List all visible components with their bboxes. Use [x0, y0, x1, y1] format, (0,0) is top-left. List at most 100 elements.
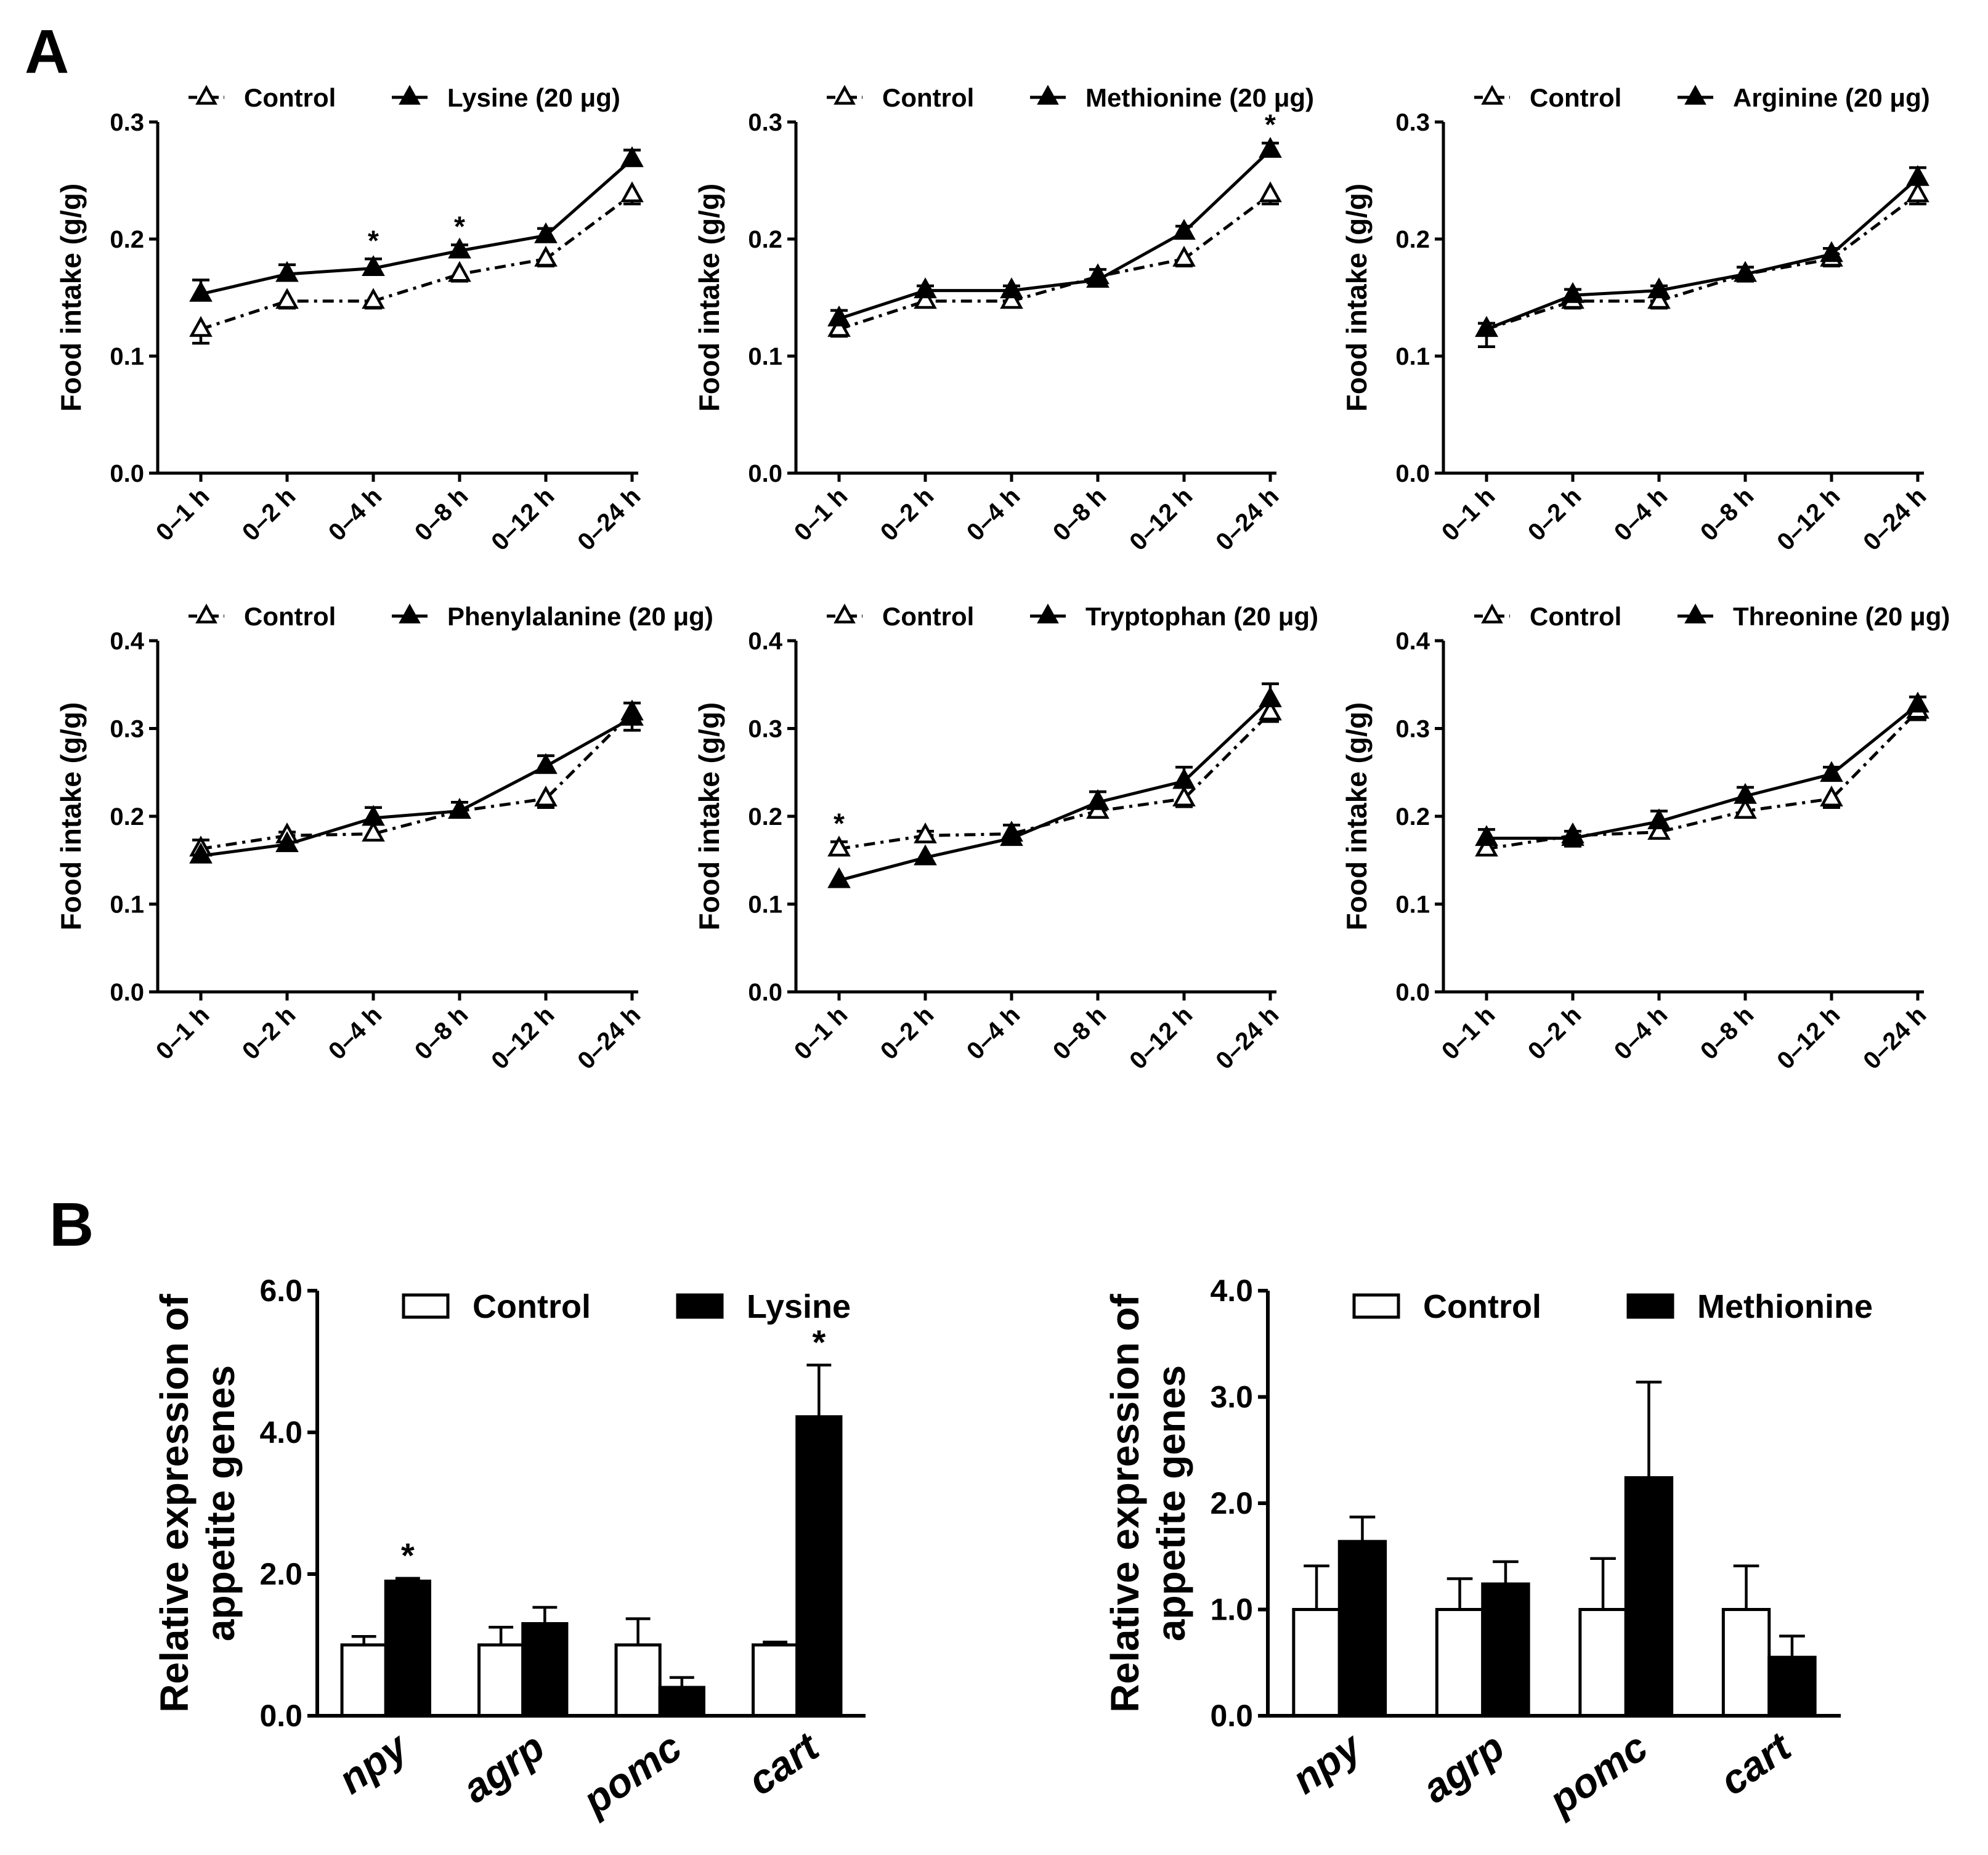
data-point [1086, 789, 1110, 810]
legend-swatch-treatment [1626, 1293, 1674, 1319]
series-line [200, 193, 633, 331]
data-point [534, 753, 558, 774]
data-point [189, 280, 213, 302]
data-point [448, 798, 471, 819]
legend: Control Threonine (20 μg) [1474, 602, 1950, 631]
data-point [1820, 241, 1843, 262]
bar-treatment [384, 1580, 431, 1718]
data-point [1172, 245, 1196, 267]
series-control [189, 181, 644, 345]
y-tick-label: 1.0 [1210, 1593, 1253, 1627]
legend-label-control: Control [244, 83, 336, 112]
data-point [1086, 267, 1110, 288]
data-point [362, 288, 385, 309]
data-point [620, 705, 644, 726]
series-control [827, 181, 1282, 338]
legend: Control Lysine (20 μg) [189, 83, 620, 112]
error-bar [1304, 1564, 1329, 1610]
y-axis-title: Food intake (g/g) [1341, 184, 1373, 412]
y-tick-label: 0.1 [110, 343, 144, 370]
y-tick-label: 0.3 [110, 109, 144, 136]
error-bar [1446, 1577, 1473, 1610]
y-tick-label: 0.0 [259, 1699, 302, 1733]
series-line [838, 148, 1272, 320]
data-point [1906, 164, 1929, 186]
y-tick-label: 0.0 [748, 979, 782, 1006]
error-bar [1493, 1560, 1519, 1585]
data-point [362, 255, 385, 277]
data-point [534, 245, 558, 267]
data-point [1906, 181, 1929, 203]
error-bar [1636, 1381, 1662, 1478]
data-point [1259, 699, 1282, 721]
legend-label-treatment: Methionine [1697, 1288, 1873, 1325]
data-point [1647, 819, 1671, 840]
legend-label-control: Control [882, 83, 974, 112]
error-bar [1349, 1516, 1376, 1542]
legend-label-treatment: Phenylalanine (20 μg) [447, 602, 713, 631]
legend-marker-treatment [399, 603, 421, 623]
bar-treatment [1481, 1582, 1530, 1718]
series-treatment [827, 137, 1282, 327]
data-point [620, 181, 644, 203]
error-bar [489, 1626, 514, 1645]
bar-control [752, 1643, 799, 1718]
y-tick-label: 0.0 [1395, 460, 1430, 487]
data-point [1561, 825, 1584, 846]
series-line [200, 158, 633, 296]
y-tick-label: 0.1 [110, 891, 144, 919]
bar-control [614, 1643, 662, 1718]
data-point [1475, 315, 1498, 337]
bar-treatment [795, 1415, 843, 1718]
significance-star: * [401, 1536, 415, 1575]
data-point [1000, 288, 1023, 309]
y-tick-label: 0.0 [1210, 1699, 1253, 1733]
legend-marker-control [195, 84, 217, 105]
legend-label-treatment: Threonine (20 μg) [1733, 602, 1950, 631]
data-point [1906, 691, 1929, 713]
significance-star: * [812, 1323, 826, 1362]
data-point [1000, 825, 1023, 846]
legend-label-control: Control [882, 602, 974, 631]
bar-control [1292, 1608, 1341, 1718]
data-point [448, 261, 471, 282]
series-treatment [1475, 691, 1929, 848]
y-tick-label: 2.0 [259, 1557, 302, 1591]
bar-treatment [1624, 1476, 1674, 1718]
data-point [275, 261, 299, 282]
series-line [838, 193, 1272, 331]
y-tick-label: 0.0 [1395, 979, 1430, 1006]
legend-marker-treatment [1037, 84, 1059, 105]
legend-marker-treatment [1037, 603, 1059, 623]
y-axis-title-line: appetite genes [1149, 1365, 1193, 1641]
data-point [1172, 768, 1196, 789]
y-tick-label: 6.0 [259, 1273, 302, 1308]
data-point [275, 831, 299, 853]
y-tick-label: 0.1 [1395, 891, 1430, 919]
legend-label-control: Control [1530, 83, 1621, 112]
data-point [1475, 835, 1498, 857]
y-tick-label: 0.2 [110, 803, 144, 830]
y-tick-label: 0.2 [748, 803, 782, 830]
data-point [1000, 277, 1023, 299]
bar-treatment [1767, 1655, 1817, 1718]
legend-marker-treatment [1684, 603, 1706, 623]
y-tick-label: 0.4 [1395, 628, 1430, 655]
bar-control [1578, 1608, 1628, 1718]
error-bar [1779, 1634, 1805, 1658]
y-tick-label: 0.2 [1395, 226, 1430, 253]
legend-label-treatment: Lysine (20 μg) [447, 83, 620, 112]
data-point [827, 835, 851, 857]
significance-star: * [834, 807, 845, 839]
series-line [200, 716, 633, 858]
legend-marker-control [834, 84, 856, 105]
y-tick-label: 0.1 [748, 891, 782, 919]
data-point [914, 288, 937, 309]
legend-label-treatment: Lysine [747, 1288, 851, 1325]
legend-swatch-control [402, 1293, 450, 1319]
data-point [1647, 808, 1671, 830]
data-point [1647, 277, 1671, 299]
error-bar [669, 1676, 694, 1687]
legend: Control Phenylalanine (20 μg) [189, 602, 713, 631]
